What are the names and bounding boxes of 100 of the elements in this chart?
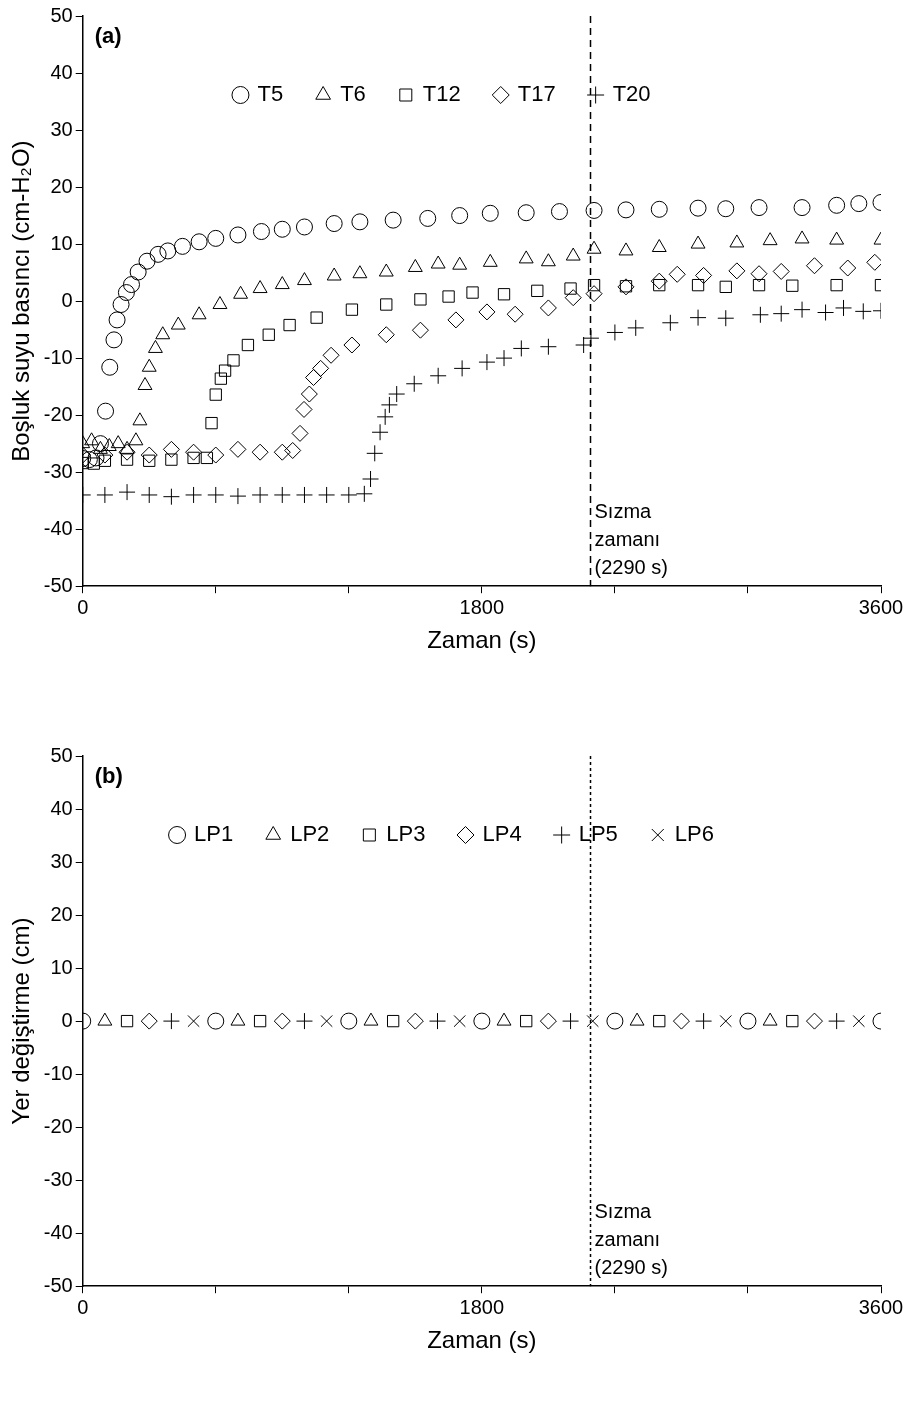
point — [291, 424, 309, 442]
point — [717, 200, 735, 218]
point — [310, 311, 323, 324]
point — [419, 209, 437, 227]
point — [794, 230, 810, 244]
point — [585, 201, 603, 219]
x-axis-title: Zaman (s) — [427, 626, 537, 654]
point — [200, 451, 214, 465]
point — [839, 259, 857, 277]
point — [295, 486, 313, 504]
point — [227, 354, 240, 367]
y-tick-label: 10 — [50, 955, 73, 978]
point — [185, 443, 203, 461]
point — [518, 250, 534, 264]
point — [388, 385, 406, 403]
point — [87, 449, 105, 467]
x-tick-label: 3600 — [858, 1295, 904, 1318]
legend-label: LP3 — [386, 821, 426, 847]
y-tick-label: -30 — [43, 1167, 73, 1190]
y-tick-label: 0 — [61, 288, 73, 311]
point — [120, 453, 134, 466]
point — [295, 400, 313, 418]
y-tick-label: 40 — [50, 796, 73, 819]
point — [854, 302, 872, 320]
point — [252, 280, 268, 294]
point — [138, 252, 156, 270]
point — [283, 318, 296, 332]
point — [110, 435, 126, 449]
point — [274, 276, 290, 290]
point — [380, 298, 393, 311]
point — [411, 321, 429, 339]
point — [729, 234, 745, 248]
y-tick-label: 20 — [50, 174, 73, 197]
point — [497, 288, 511, 301]
point — [207, 486, 225, 504]
point — [564, 289, 582, 307]
x-tick-label: 0 — [77, 595, 89, 618]
point — [617, 201, 635, 219]
point — [830, 278, 843, 292]
y-tick-label: 40 — [50, 60, 73, 83]
point — [668, 265, 686, 283]
point — [212, 296, 228, 310]
point — [101, 358, 119, 376]
point — [91, 435, 109, 453]
annotation: (b) — [94, 763, 123, 789]
point — [384, 211, 402, 229]
point — [351, 213, 369, 231]
point — [155, 326, 171, 340]
point — [540, 253, 556, 267]
point — [582, 329, 600, 347]
legend-label: T12 — [422, 81, 461, 107]
point — [772, 305, 790, 323]
x-axis-title: Zaman (s) — [427, 1326, 537, 1354]
point — [300, 385, 318, 403]
point — [376, 408, 394, 426]
x-tick-label: 1800 — [459, 1295, 505, 1318]
y-tick-label: 0 — [61, 1008, 73, 1031]
point — [252, 223, 270, 241]
point — [517, 204, 535, 222]
point — [117, 284, 135, 302]
point — [101, 438, 117, 451]
point — [495, 349, 513, 367]
point — [297, 272, 312, 286]
y-axis-title: Yer değiştirme (cm) — [7, 917, 35, 1125]
point — [340, 486, 358, 504]
point — [262, 328, 275, 341]
point — [205, 416, 218, 430]
point — [650, 272, 668, 290]
legend-label: T17 — [517, 81, 556, 107]
point — [539, 299, 557, 317]
point — [273, 220, 291, 238]
point — [750, 265, 768, 283]
point — [318, 486, 336, 504]
point — [651, 239, 667, 252]
point — [214, 372, 228, 385]
point — [108, 311, 126, 329]
point — [380, 396, 398, 414]
point — [481, 204, 499, 222]
point — [128, 432, 144, 446]
ref-line-label: Sızma zamanı (2290 s) — [594, 1199, 668, 1278]
point — [284, 441, 302, 459]
point — [190, 233, 208, 251]
point — [586, 240, 602, 254]
point — [209, 388, 222, 401]
point — [653, 278, 666, 292]
point — [772, 262, 790, 280]
point — [719, 280, 732, 293]
point — [762, 232, 778, 246]
point — [531, 284, 544, 297]
point — [326, 267, 342, 281]
y-tick-label: 50 — [50, 3, 73, 26]
point — [233, 285, 249, 299]
y-tick-label: 30 — [50, 117, 73, 140]
point — [305, 369, 323, 387]
point — [141, 358, 157, 372]
annotation: (a) — [94, 23, 122, 49]
point — [187, 451, 200, 465]
point — [430, 255, 446, 269]
point — [587, 278, 601, 292]
point — [98, 454, 112, 467]
